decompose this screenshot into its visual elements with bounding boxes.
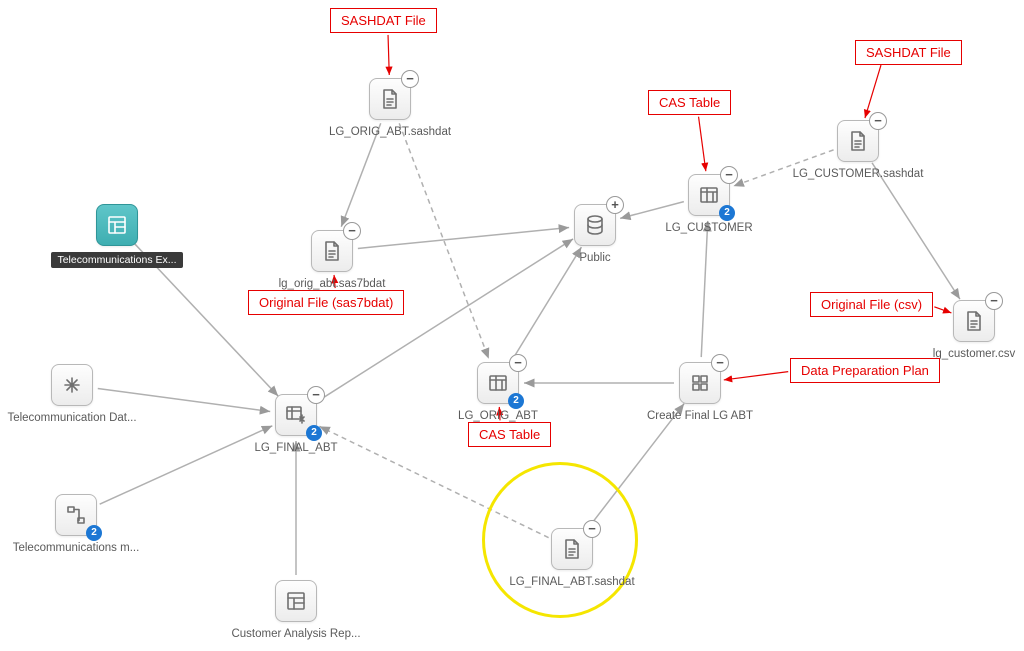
collapse-icon[interactable]: − bbox=[720, 166, 738, 184]
annotation-arrow bbox=[865, 65, 881, 118]
collapse-icon[interactable]: − bbox=[869, 112, 887, 130]
node-label: Public bbox=[579, 252, 610, 264]
collapse-icon[interactable]: − bbox=[343, 222, 361, 240]
node-label: LG_CUSTOMER bbox=[665, 222, 752, 234]
asterisk-icon[interactable] bbox=[51, 364, 93, 406]
collapse-icon[interactable]: − bbox=[401, 70, 419, 88]
node-orig_sas7[interactable]: − lg_orig_abt.sas7bdat bbox=[272, 230, 392, 290]
node-label: LG_ORIG_ABT.sashdat bbox=[329, 126, 451, 138]
node-lg_orig_cas[interactable]: −2 LG_ORIG_ABT bbox=[438, 362, 558, 422]
node-telecom_dat[interactable]: Telecommunication Dat... bbox=[12, 364, 132, 424]
node-create_plan[interactable]: − Create Final LG ABT bbox=[640, 362, 760, 422]
annotation-a_plan: Data Preparation Plan bbox=[790, 358, 940, 383]
expand-icon[interactable]: + bbox=[606, 196, 624, 214]
node-label: lg_orig_abt.sas7bdat bbox=[279, 278, 386, 290]
edge bbox=[341, 123, 380, 226]
edge bbox=[512, 247, 582, 361]
edge bbox=[399, 123, 489, 358]
grid4-icon[interactable]: − bbox=[679, 362, 721, 404]
table-icon[interactable]: −2 bbox=[477, 362, 519, 404]
collapse-icon[interactable]: − bbox=[711, 354, 729, 372]
node-cust_sashdat[interactable]: −LG_CUSTOMER.sashdat bbox=[798, 120, 918, 180]
annotation-arrow bbox=[388, 35, 389, 75]
node-telecom_ex[interactable]: Telecommunications Ex... bbox=[57, 204, 177, 268]
badge-count: 2 bbox=[508, 393, 524, 409]
collapse-icon[interactable]: − bbox=[307, 386, 325, 404]
node-label: LG_FINAL_ABT.sashdat bbox=[509, 576, 634, 588]
badge-count: 2 bbox=[86, 525, 102, 541]
node-sashdat_orig[interactable]: − LG_ORIG_ABT.sashdat bbox=[330, 78, 450, 138]
table_spark-icon[interactable]: −2 bbox=[275, 394, 317, 436]
node-lg_final[interactable]: −2 LG_FINAL_ABT bbox=[236, 394, 356, 454]
node-label: LG_CUSTOMER.sashdat bbox=[793, 168, 924, 180]
edge bbox=[872, 163, 960, 299]
annotation-arrow bbox=[699, 117, 706, 172]
node-label: Telecommunication Dat... bbox=[7, 412, 136, 424]
badge-count: 2 bbox=[306, 425, 322, 441]
database-icon[interactable]: + bbox=[574, 204, 616, 246]
node-lg_customer[interactable]: −2 LG_CUSTOMER bbox=[649, 174, 769, 234]
annotation-a_orig_file: Original File (sas7bdat) bbox=[248, 290, 404, 315]
node-label: Telecommunications m... bbox=[13, 542, 140, 554]
node-label: lg_customer.csv bbox=[933, 348, 1015, 360]
node-label: LG_ORIG_ABT bbox=[458, 410, 538, 422]
collapse-icon[interactable]: − bbox=[583, 520, 601, 538]
table-icon[interactable]: −2 bbox=[688, 174, 730, 216]
node-label: Customer Analysis Rep... bbox=[231, 628, 360, 640]
flow-icon[interactable]: 2 bbox=[55, 494, 97, 536]
badge-count: 2 bbox=[719, 205, 735, 221]
collapse-icon[interactable]: − bbox=[509, 354, 527, 372]
annotation-a_cas_top: CAS Table bbox=[648, 90, 731, 115]
annotation-a_orig_csv: Original File (csv) bbox=[810, 292, 933, 317]
node-cust_rep[interactable]: Customer Analysis Rep... bbox=[236, 580, 356, 640]
file-icon[interactable]: − bbox=[551, 528, 593, 570]
annotation-a_sashdat_top: SASHDAT File bbox=[330, 8, 437, 33]
node-label: Telecommunications Ex... bbox=[51, 252, 182, 268]
node-telecom_m[interactable]: 2Telecommunications m... bbox=[16, 494, 136, 554]
file-icon[interactable]: − bbox=[953, 300, 995, 342]
node-label: Create Final LG ABT bbox=[647, 410, 753, 422]
node-label: LG_FINAL_ABT bbox=[254, 442, 337, 454]
file-icon[interactable]: − bbox=[837, 120, 879, 162]
file-icon[interactable]: − bbox=[369, 78, 411, 120]
file-icon[interactable]: − bbox=[311, 230, 353, 272]
node-final_sashdat[interactable]: − LG_FINAL_ABT.sashdat bbox=[512, 528, 632, 588]
node-public[interactable]: + Public bbox=[535, 204, 655, 264]
edge bbox=[701, 221, 708, 357]
dashboard-icon[interactable] bbox=[96, 204, 138, 246]
collapse-icon[interactable]: − bbox=[985, 292, 1003, 310]
annotation-a_cas_mid: CAS Table bbox=[468, 422, 551, 447]
annotation-a_sashdat_right: SASHDAT File bbox=[855, 40, 962, 65]
dashboard-icon[interactable] bbox=[275, 580, 317, 622]
